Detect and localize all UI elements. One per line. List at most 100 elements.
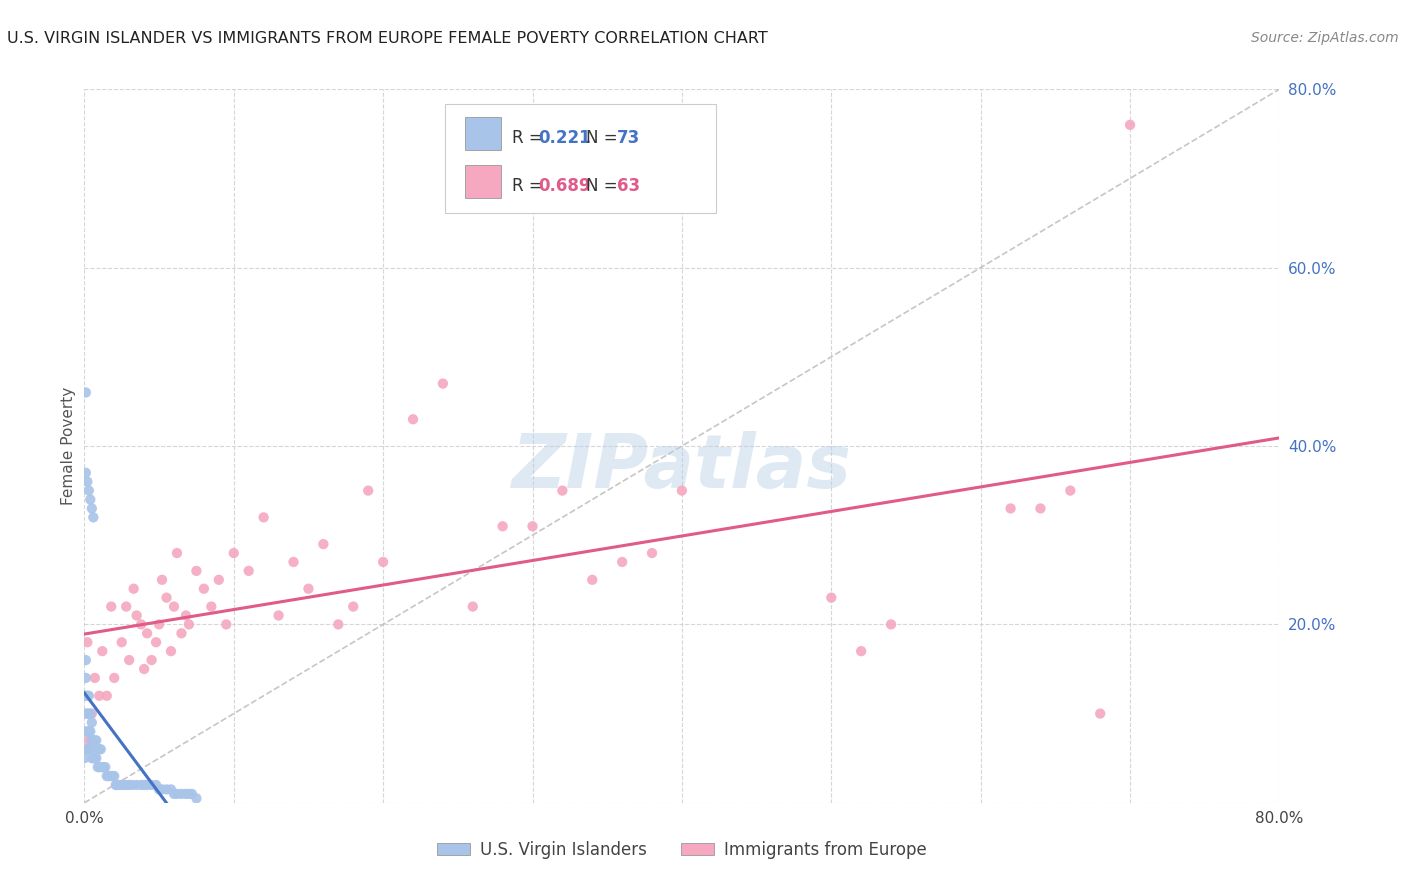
Point bbox=[82, 510, 104, 524]
Point bbox=[77, 742, 100, 756]
Point bbox=[121, 778, 143, 792]
Point bbox=[200, 599, 222, 614]
Point bbox=[215, 617, 238, 632]
Point bbox=[89, 742, 111, 756]
Point bbox=[79, 706, 101, 721]
Y-axis label: Female Poverty: Female Poverty bbox=[60, 387, 76, 505]
Point bbox=[80, 706, 103, 721]
Point bbox=[125, 608, 148, 623]
Point bbox=[105, 778, 128, 792]
Point bbox=[177, 787, 200, 801]
Point bbox=[73, 751, 96, 765]
Point bbox=[73, 724, 96, 739]
Point bbox=[82, 733, 104, 747]
Point bbox=[166, 787, 188, 801]
Point bbox=[129, 778, 152, 792]
Point bbox=[111, 778, 134, 792]
Point bbox=[177, 617, 200, 632]
Text: N =: N = bbox=[585, 177, 623, 194]
Point bbox=[141, 778, 163, 792]
Point bbox=[155, 782, 177, 797]
Point bbox=[373, 555, 395, 569]
Point bbox=[181, 787, 204, 801]
Text: Source: ZipAtlas.com: Source: ZipAtlas.com bbox=[1251, 31, 1399, 45]
Text: U.S. VIRGIN ISLANDER VS IMMIGRANTS FROM EUROPE FEMALE POVERTY CORRELATION CHART: U.S. VIRGIN ISLANDER VS IMMIGRANTS FROM … bbox=[7, 31, 768, 46]
Point bbox=[103, 769, 125, 783]
Point bbox=[98, 769, 121, 783]
Point bbox=[163, 599, 186, 614]
Point bbox=[89, 760, 111, 774]
Point bbox=[136, 626, 159, 640]
Point bbox=[1119, 118, 1142, 132]
Point bbox=[80, 715, 103, 730]
Point bbox=[76, 724, 98, 739]
Point bbox=[328, 617, 350, 632]
Point bbox=[77, 724, 100, 739]
Point bbox=[77, 733, 100, 747]
Point bbox=[115, 778, 138, 792]
Point bbox=[132, 778, 156, 792]
Point bbox=[193, 582, 215, 596]
Point bbox=[96, 769, 118, 783]
Point bbox=[104, 778, 127, 792]
Point bbox=[77, 706, 100, 721]
Point bbox=[96, 689, 118, 703]
Point bbox=[122, 582, 145, 596]
Point bbox=[118, 653, 141, 667]
Point bbox=[82, 751, 104, 765]
Point bbox=[91, 644, 114, 658]
Point bbox=[76, 689, 98, 703]
Point bbox=[150, 782, 173, 797]
Point bbox=[170, 787, 193, 801]
Point bbox=[118, 778, 141, 792]
Point bbox=[83, 751, 105, 765]
Point bbox=[208, 573, 231, 587]
Point bbox=[75, 385, 97, 400]
Point bbox=[160, 644, 183, 658]
Point bbox=[145, 778, 167, 792]
Point bbox=[80, 501, 103, 516]
Point bbox=[93, 760, 115, 774]
Point bbox=[75, 653, 97, 667]
Text: 0.221: 0.221 bbox=[538, 129, 591, 147]
Point bbox=[86, 751, 108, 765]
Point bbox=[75, 466, 97, 480]
Text: N =: N = bbox=[585, 129, 623, 147]
Point bbox=[671, 483, 693, 498]
Point bbox=[94, 760, 117, 774]
Point bbox=[76, 742, 98, 756]
Point bbox=[1090, 706, 1112, 721]
Point bbox=[97, 769, 120, 783]
Point bbox=[148, 782, 170, 797]
Point bbox=[79, 742, 101, 756]
Point bbox=[174, 608, 197, 623]
Text: 73: 73 bbox=[617, 129, 640, 147]
Point bbox=[148, 617, 170, 632]
Text: ZIPatlas: ZIPatlas bbox=[512, 431, 852, 504]
Point bbox=[111, 635, 134, 649]
Point bbox=[1059, 483, 1081, 498]
Point bbox=[1029, 501, 1052, 516]
Point bbox=[155, 591, 177, 605]
Point bbox=[79, 724, 101, 739]
Point bbox=[83, 733, 105, 747]
Point bbox=[90, 760, 112, 774]
Point bbox=[80, 751, 103, 765]
Point bbox=[75, 742, 97, 756]
Point bbox=[100, 599, 122, 614]
Point bbox=[170, 626, 193, 640]
Text: 0.689: 0.689 bbox=[538, 177, 591, 194]
Point bbox=[551, 483, 574, 498]
Point bbox=[79, 492, 101, 507]
Point bbox=[76, 635, 98, 649]
Point bbox=[851, 644, 873, 658]
Point bbox=[76, 475, 98, 489]
Point bbox=[87, 742, 110, 756]
Point bbox=[112, 778, 135, 792]
Point bbox=[107, 778, 129, 792]
Point bbox=[253, 510, 276, 524]
Point bbox=[83, 671, 105, 685]
Point bbox=[492, 519, 515, 533]
Point bbox=[166, 546, 188, 560]
Point bbox=[103, 671, 125, 685]
